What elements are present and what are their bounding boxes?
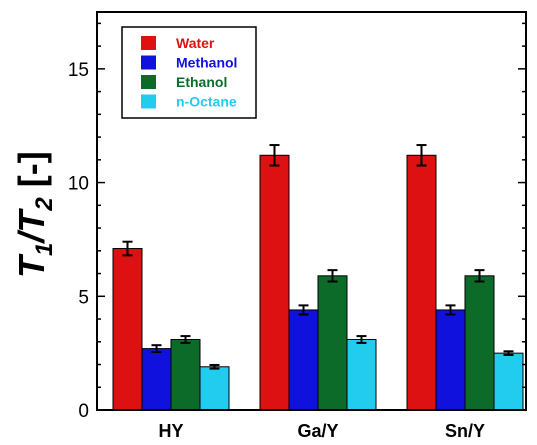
legend-swatch-water	[141, 36, 156, 50]
bar-n-octane-sn-y	[493, 352, 524, 411]
error-bar-methanol-hy	[151, 344, 162, 354]
legend-label-methanol: Methanol	[176, 55, 237, 71]
legend-label-n-octane: n-Octane	[176, 94, 237, 110]
x-tick-label: Sn/Y	[445, 421, 485, 440]
bar-n-octane-hy	[199, 366, 230, 411]
error-bar-water-ga-y	[269, 144, 280, 167]
error-bar-n-octane-ga-y	[356, 335, 367, 344]
bar-water-ga-y	[259, 154, 290, 411]
error-bar-methanol-sn-y	[445, 304, 456, 316]
error-bar-ethanol-ga-y	[327, 269, 338, 283]
legend-label-water: Water	[176, 35, 215, 51]
error-bar-water-hy	[122, 240, 133, 257]
plot-area	[112, 144, 524, 411]
plot-frame	[96, 11, 527, 411]
bar-ethanol-ga-y	[317, 275, 348, 411]
x-tick-label: HY	[158, 421, 183, 440]
y-tick-label: 0	[78, 401, 89, 422]
error-bar-ethanol-sn-y	[474, 269, 485, 283]
legend: Water Methanol Ethanol n-Octane	[121, 26, 257, 119]
bar-methanol-hy	[141, 348, 172, 411]
y-axis-label-sub1: 1	[31, 243, 58, 256]
y-tick-label: 5	[78, 287, 89, 308]
axes: HY Ga/Y Sn/Y 0 5 10 15	[68, 11, 527, 441]
legend-swatch-methanol	[141, 55, 156, 70]
bar-ethanol-hy	[170, 338, 201, 411]
error-bar-n-octane-sn-y	[503, 350, 514, 356]
y-axis-label-slash: /T	[11, 208, 52, 245]
bar-methanol-sn-y	[435, 309, 466, 411]
y-axis-label-t1: T	[11, 253, 52, 278]
y-tick-label: 10	[68, 174, 89, 195]
y-axis-label-unit: [-]	[11, 151, 52, 197]
y-tick-label: 15	[68, 60, 89, 81]
legend-swatch-ethanol	[141, 75, 156, 89]
error-bar-water-sn-y	[416, 144, 427, 167]
legend-label-ethanol: Ethanol	[176, 74, 227, 90]
error-bar-ethanol-hy	[180, 335, 191, 344]
error-bar-methanol-ga-y	[298, 304, 309, 316]
bar-n-octane-ga-y	[346, 338, 377, 411]
x-tick-label: Ga/Y	[297, 421, 338, 440]
bar-ethanol-sn-y	[464, 275, 495, 411]
y-axis-label: T1/T2 [-]	[11, 151, 58, 278]
y-axis-label-sub2: 2	[31, 197, 58, 212]
bar-water-sn-y	[406, 154, 437, 411]
legend-swatch-n-octane	[141, 94, 156, 109]
error-bar-n-octane-hy	[209, 363, 220, 370]
bar-water-hy	[112, 248, 143, 411]
bar-methanol-ga-y	[288, 309, 319, 411]
